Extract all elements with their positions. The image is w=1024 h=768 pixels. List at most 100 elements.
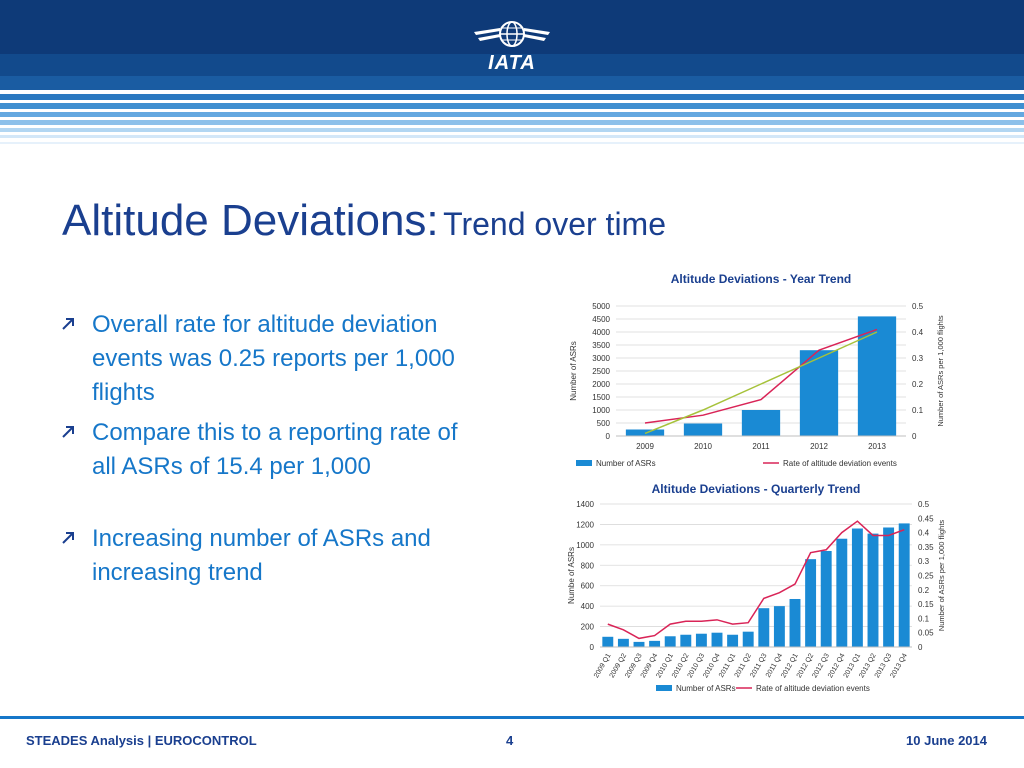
- bullet-item: Increasing number of ASRs and increasing…: [60, 522, 460, 590]
- legend-label-rate: Rate of altitude deviation events: [783, 459, 897, 468]
- y-tick-label: 600: [581, 582, 595, 591]
- y-tick-label: 5000: [592, 302, 610, 311]
- y2-axis-label: Number of ASRs per 1,000 flights: [937, 520, 946, 632]
- y2-tick-label: 0.3: [912, 354, 924, 363]
- bullet-item: Compare this to a reporting rate of all …: [60, 416, 460, 484]
- y2-tick-label: 0.15: [918, 600, 934, 609]
- bar: [617, 638, 629, 647]
- legend-swatch-bars: [656, 685, 672, 691]
- year-trend-svg: Altitude Deviations - Year Trend 0 500 1000…: [569, 272, 945, 468]
- chart-title: Altitude Deviations - Year Trend: [671, 272, 852, 286]
- y-tick-label: 0: [590, 643, 595, 652]
- bar: [664, 636, 676, 647]
- y2-tick-label: 0.4: [912, 328, 924, 337]
- logo-text: IATA: [488, 52, 536, 74]
- x-tick-label: 2010: [694, 442, 712, 451]
- bar: [758, 608, 770, 647]
- slide-title: Altitude Deviations: Trend over time: [62, 196, 666, 246]
- y-tick-label: 0: [606, 432, 611, 441]
- bar: [883, 527, 895, 647]
- legend-label-bars: Number of ASRs: [676, 684, 736, 693]
- diagonal-arrow-icon: [62, 426, 74, 438]
- rate-line: [644, 328, 878, 424]
- x-tick-label: 2013: [868, 442, 886, 451]
- y2-tick-label: 0.4: [918, 529, 930, 538]
- x-tick-label: 2009: [636, 442, 654, 451]
- bullet-text: Overall rate for altitude deviation even…: [92, 311, 455, 406]
- y2-tick-label: 0.2: [912, 380, 924, 389]
- y-tick-label: 4000: [592, 328, 610, 337]
- y2-axis-label: Number of ASRs per 1,000 flights: [936, 315, 945, 427]
- y-tick-label: 400: [581, 602, 595, 611]
- bullet-list: Overall rate for altitude deviation even…: [60, 308, 460, 590]
- y-tick-label: 800: [581, 561, 595, 570]
- y2-tick-label: 0.5: [918, 500, 930, 509]
- title-main: Altitude Deviations:: [62, 196, 439, 245]
- diagonal-arrow-icon: [62, 532, 74, 544]
- bar: [851, 528, 863, 647]
- y2-tick-label: 0.3: [918, 557, 930, 566]
- iata-logo: IATA: [470, 18, 554, 74]
- y-axis-label: Number of ASRs: [569, 341, 578, 401]
- y-tick-label: 3500: [592, 341, 610, 350]
- y-tick-label: 3000: [592, 354, 610, 363]
- y2-tick-label: 0.5: [912, 302, 924, 311]
- y-tick-label: 1400: [576, 500, 594, 509]
- y-axis-label: Numbe of ASRs: [567, 547, 576, 604]
- y-tick-label: 2500: [592, 367, 610, 376]
- bar: [836, 538, 848, 647]
- y-tick-label: 1200: [576, 520, 594, 529]
- bar: [727, 634, 739, 647]
- bar: [680, 634, 692, 647]
- y2-tick-label: 0: [912, 432, 917, 441]
- y-tick-label: 1000: [576, 541, 594, 550]
- bar: [805, 559, 817, 647]
- y2-tick-label: 0.35: [918, 543, 934, 552]
- y-tick-label: 200: [581, 623, 595, 632]
- y-tick-label: 1000: [592, 406, 610, 415]
- bar: [898, 523, 910, 647]
- bullet-text: Compare this to a reporting rate of all …: [92, 419, 458, 480]
- trend-line: [644, 331, 878, 435]
- bar: [773, 606, 785, 647]
- bar: [695, 633, 707, 647]
- y2-tick-label: 0.05: [918, 629, 934, 638]
- bar: [820, 550, 832, 647]
- footer-source: STEADES Analysis | EUROCONTROL: [26, 733, 257, 748]
- bar: [602, 636, 614, 647]
- y2-tick-label: 0.1: [912, 406, 924, 415]
- x-tick-label: 2011: [752, 442, 770, 451]
- y2-tick-label: 0: [918, 643, 923, 652]
- bullet-text: Increasing number of ASRs and increasing…: [92, 525, 431, 586]
- y-tick-label: 2000: [592, 380, 610, 389]
- y-tick-label: 1500: [592, 393, 610, 402]
- year-trend-chart: Altitude Deviations - Year Trend 0 500 1000…: [560, 268, 952, 478]
- y2-tick-label: 0.1: [918, 614, 930, 623]
- quarterly-trend-chart: Altitude Deviations - Quarterly Trend 0 20…: [560, 480, 952, 698]
- bar: [742, 631, 754, 647]
- bar: [683, 423, 723, 436]
- x-tick-label: 2012: [810, 442, 828, 451]
- header-banner: IATA: [0, 0, 1024, 152]
- y-tick-label: 4500: [592, 315, 610, 324]
- legend-label-rate: Rate of altitude deviation events: [756, 684, 870, 693]
- footer-date: 10 June 2014: [906, 733, 987, 748]
- bar: [799, 350, 839, 436]
- y2-tick-label: 0.25: [918, 572, 934, 581]
- legend-label-bars: Number of ASRs: [596, 459, 656, 468]
- globe-wings-icon: [474, 21, 550, 47]
- bar: [633, 641, 645, 647]
- bullet-item: Overall rate for altitude deviation even…: [60, 308, 460, 410]
- y2-tick-label: 0.45: [918, 514, 934, 523]
- bar: [741, 410, 781, 436]
- rate-line: [607, 520, 905, 640]
- bar: [649, 640, 661, 647]
- legend-swatch-bars: [576, 460, 592, 466]
- bar: [867, 533, 879, 647]
- diagonal-arrow-icon: [62, 318, 74, 330]
- bar: [789, 598, 801, 647]
- chart-title: Altitude Deviations - Quarterly Trend: [652, 482, 861, 496]
- bar: [857, 316, 897, 436]
- quarterly-trend-svg: Altitude Deviations - Quarterly Trend 0 20…: [567, 482, 946, 693]
- bar: [711, 632, 723, 647]
